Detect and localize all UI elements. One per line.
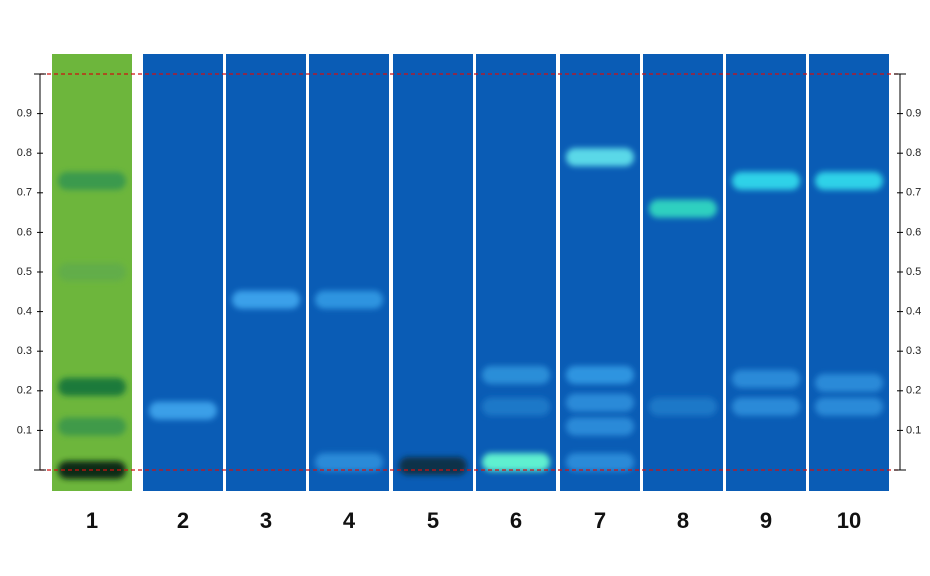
- band: [315, 290, 383, 309]
- lane-label: 7: [594, 508, 606, 533]
- y-tick-label: 0.9: [17, 108, 32, 120]
- band: [315, 453, 383, 472]
- y-tick-label: 0.7: [17, 187, 32, 199]
- y-tick-label: 0.4: [906, 306, 921, 318]
- y-tick-label: 0.2: [17, 385, 32, 397]
- y-tick-label: 0.6: [17, 226, 32, 238]
- lane-label: 6: [510, 508, 522, 533]
- lane-label: 3: [260, 508, 272, 533]
- lane: [226, 54, 306, 491]
- lane-label: 2: [177, 508, 189, 533]
- lane-label: 10: [837, 508, 861, 533]
- band: [566, 417, 634, 436]
- band: [815, 373, 883, 392]
- lane: [726, 54, 806, 491]
- band: [815, 397, 883, 416]
- y-tick-label: 0.4: [17, 306, 32, 318]
- band: [232, 290, 300, 309]
- y-tick-label: 0.3: [17, 345, 32, 357]
- lane: [809, 54, 889, 491]
- band: [482, 397, 550, 416]
- lane-label: 9: [760, 508, 772, 533]
- lane: [643, 54, 723, 491]
- band: [58, 171, 126, 190]
- band: [566, 148, 634, 167]
- band: [566, 393, 634, 412]
- lane-label: 8: [677, 508, 689, 533]
- y-tick-label: 0.3: [906, 345, 921, 357]
- band: [732, 171, 800, 190]
- band: [482, 365, 550, 384]
- band: [149, 401, 217, 420]
- lane: [143, 54, 223, 491]
- lane: [309, 54, 389, 491]
- y-tick-label: 0.1: [17, 424, 32, 436]
- band: [399, 457, 467, 476]
- y-tick-label: 0.5: [17, 266, 32, 278]
- band: [58, 417, 126, 436]
- y-tick-label: 0.6: [906, 226, 921, 238]
- y-tick-label: 0.8: [906, 147, 921, 159]
- band: [732, 369, 800, 388]
- band: [482, 453, 550, 472]
- lane: [476, 54, 556, 491]
- lane-label: 5: [427, 508, 439, 533]
- y-tick-label: 0.8: [17, 147, 32, 159]
- band: [649, 397, 717, 416]
- y-tick-label: 0.1: [906, 424, 921, 436]
- y-tick-label: 0.7: [906, 187, 921, 199]
- y-tick-label: 0.2: [906, 385, 921, 397]
- band: [58, 263, 126, 281]
- lane-label: 4: [343, 508, 356, 533]
- lane: [393, 54, 473, 491]
- band: [732, 397, 800, 416]
- band: [815, 171, 883, 190]
- band: [649, 199, 717, 218]
- band: [566, 365, 634, 384]
- y-tick-label: 0.9: [906, 108, 921, 120]
- y-tick-label: 0.5: [906, 266, 921, 278]
- lane-label: 1: [86, 508, 98, 533]
- band: [58, 377, 126, 396]
- band: [566, 453, 634, 472]
